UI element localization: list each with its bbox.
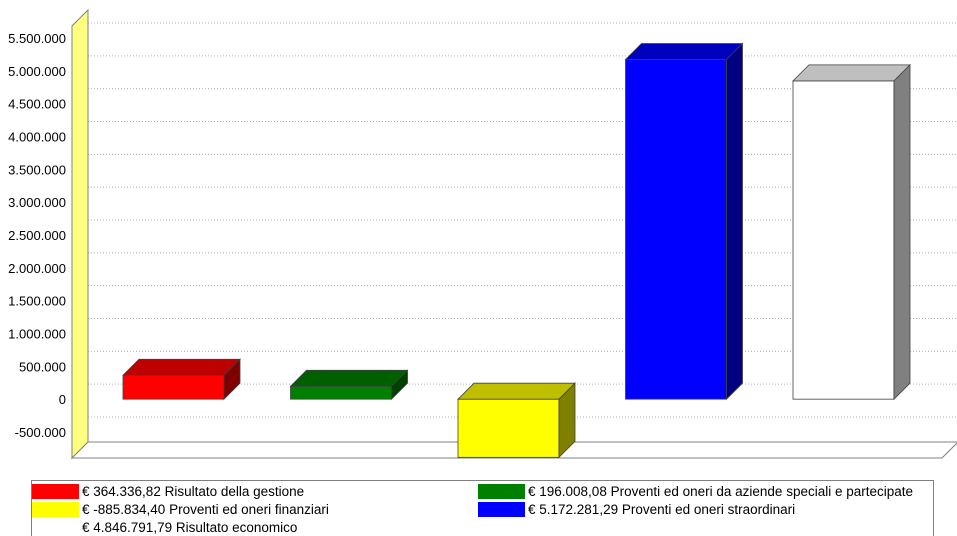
bar-front [122,374,225,400]
y-tick-label: 3.000.000 [8,195,66,210]
bar-chart: 5.500.000 5.000.000 4.500.000 4.000.000 3.50… [8,8,957,460]
y-tick-label: 0 [59,392,66,407]
legend-swatch [478,484,525,499]
y-axis-tick-labels: 5.500.000 5.000.000 4.500.000 4.000.000 3.50… [8,31,66,440]
bar-top [122,358,241,376]
legend-label: € 5.172.281,29 Proventi ed oneri straord… [528,502,796,517]
legend-label: € 364.336,82 Risultato della gestione [82,484,305,499]
legend-swatch [478,502,525,517]
bar-side [726,42,743,401]
bar [289,369,409,401]
legend-swatch [32,484,79,499]
legend-entry: € 5.172.281,29 Proventi ed oneri straord… [478,501,795,518]
legend-entry: € 4.846.791,79 Risultato economico [32,519,297,536]
legend-label: € 4.846.791,79 Risultato economico [82,520,298,535]
bar-front [792,80,895,400]
y-tick-label: 4.500.000 [8,97,66,112]
y-tick-label: 4.000.000 [8,130,66,145]
y-tick-label: 1.000.000 [8,327,66,342]
bar-front [457,398,560,458]
y-tick-label: 1.500.000 [8,294,66,309]
bar-top [457,382,576,400]
legend-label: € 196.008,08 Proventi ed oneri da aziend… [528,484,914,499]
legend: € 364.336,82 Risultato della gestione € … [31,480,934,536]
bar-top [792,64,911,82]
y-tick-label: 2.000.000 [8,261,66,276]
bar-top [289,369,409,387]
bar [792,63,911,401]
legend-swatch [32,502,79,517]
bar [122,358,241,401]
y-tick-label: -500.000 [15,425,66,440]
legend-entry: € 196.008,08 Proventi ed oneri da aziend… [478,483,913,500]
bar-side [223,358,241,401]
bar-top [624,43,744,60]
bar-side [558,382,576,459]
y-tick-label: 500.000 [19,359,66,374]
y-tick-label: 5.000.000 [8,64,66,79]
bar-front [290,385,392,400]
legend-swatch [32,520,79,535]
y-tick-label: 5.500.000 [8,31,66,46]
side-wall [71,8,89,460]
y-tick-label: 2.500.000 [8,228,66,243]
bar [624,42,744,401]
bar-side [391,369,408,401]
legend-entry: € 364.336,82 Risultato della gestione [32,483,304,500]
bars [122,42,911,459]
y-tick-label: 3.500.000 [8,162,66,177]
bar-front [625,59,727,400]
bar [457,382,576,459]
legend-label: € -885.834,40 Proventi ed oneri finanzia… [82,502,329,517]
bar-side [893,63,911,401]
legend-entry: € -885.834,40 Proventi ed oneri finanzia… [32,501,329,518]
